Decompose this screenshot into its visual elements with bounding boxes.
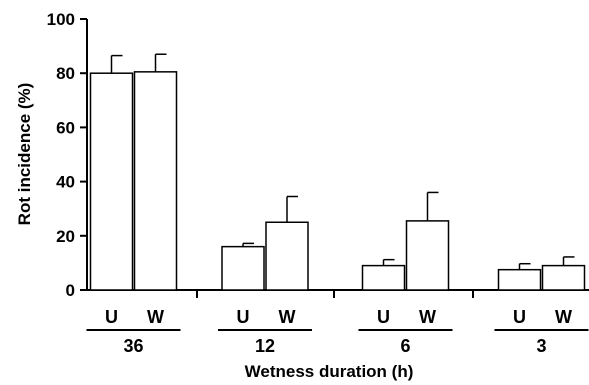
bar: [89, 72, 134, 291]
bar-label: W: [147, 307, 164, 327]
group-label: 6: [400, 336, 410, 356]
y-tick-label: 20: [56, 227, 75, 246]
bar-label: U: [377, 307, 390, 327]
bar-label: U: [237, 307, 250, 327]
bar: [361, 264, 406, 291]
bar: [221, 245, 265, 291]
bar-label: W: [419, 307, 436, 327]
x-axis-title: Wetness duration (h): [245, 362, 414, 381]
bar: [133, 71, 178, 291]
bars: [89, 53, 586, 291]
y-tick-label: 80: [56, 64, 75, 83]
group-label: 36: [123, 336, 143, 356]
y-tick-label: 0: [66, 281, 75, 300]
bar: [541, 264, 586, 291]
y-tick-label: 40: [56, 173, 75, 192]
bar-label: U: [105, 307, 118, 327]
bar: [265, 221, 309, 291]
bar-label: U: [513, 307, 526, 327]
y-tick-label: 100: [47, 10, 75, 29]
bar-label: W: [279, 307, 296, 327]
y-tick-label: 60: [56, 118, 75, 137]
bar: [497, 268, 542, 291]
group-label: 3: [536, 336, 546, 356]
group-label: 12: [255, 336, 275, 356]
bar-label: W: [555, 307, 572, 327]
bar: [405, 220, 450, 291]
y-axis-title: Rot incidence (%): [15, 83, 34, 226]
